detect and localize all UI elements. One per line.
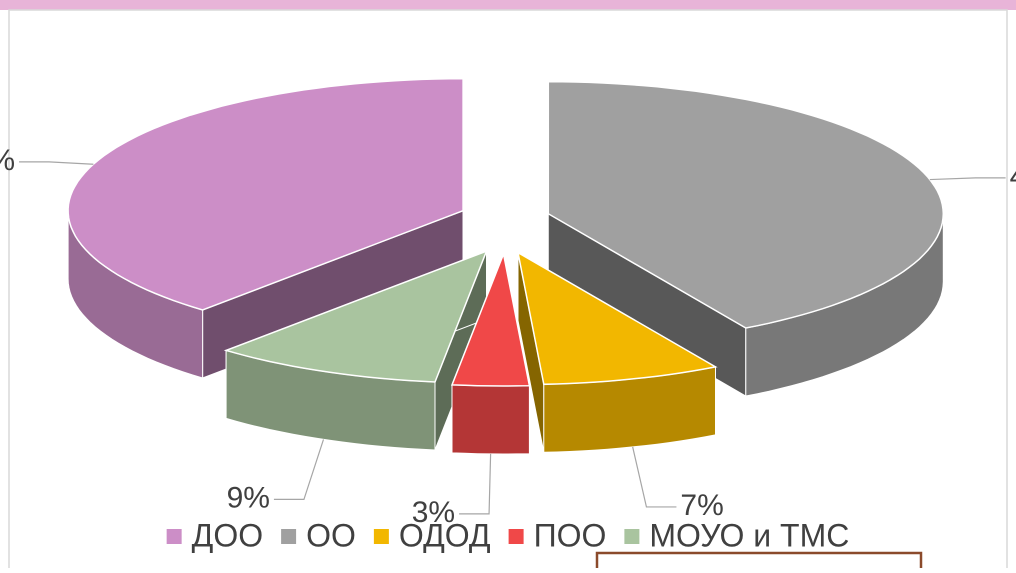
legend-label: ОДОД <box>399 517 491 553</box>
leader-line <box>929 177 1006 181</box>
leader-line <box>632 446 677 508</box>
top-bar <box>0 0 1016 10</box>
legend-label: ОО <box>306 517 356 553</box>
slice-side <box>451 384 530 455</box>
legend-swatch <box>624 529 640 544</box>
leader-line <box>459 453 492 515</box>
slice <box>450 251 531 387</box>
leader-line <box>273 439 325 500</box>
legend-swatch <box>281 529 297 544</box>
slice <box>223 249 488 383</box>
data-label: 37% <box>0 144 15 177</box>
slice <box>67 77 464 311</box>
legend-label: ДОО <box>192 517 263 553</box>
legend-swatch <box>508 529 524 544</box>
caption-box <box>595 551 923 573</box>
slice <box>516 251 718 386</box>
data-label: 9% <box>227 481 270 514</box>
slice <box>547 80 945 329</box>
data-label: 3% <box>412 496 455 529</box>
legend-swatch <box>166 529 182 544</box>
leader-line <box>19 161 94 165</box>
legend-label: МОУО и ТМС <box>649 517 849 553</box>
legend-swatch <box>373 529 389 544</box>
data-label: 7% <box>680 489 723 522</box>
data-label: 40% <box>1010 160 1016 193</box>
legend-label: ПОО <box>534 517 607 553</box>
